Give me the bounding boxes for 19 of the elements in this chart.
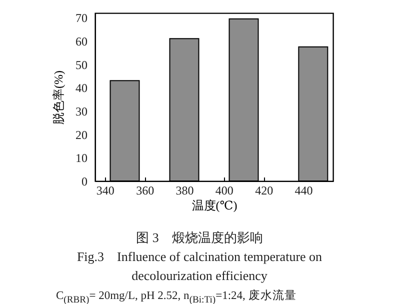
- x-tick-label: 360: [136, 184, 154, 198]
- y-tick-label: 50: [76, 58, 88, 72]
- caption: Fig.3 Influence of calcination temperature on decolourization efficiency: [76, 248, 324, 285]
- y-axis-title: 脱色率(%): [52, 70, 66, 124]
- y-tick-label: 20: [76, 128, 88, 142]
- y-tick-label: 70: [76, 11, 88, 26]
- x-tick-label: 340: [96, 184, 114, 198]
- y-tick-label: 0: [82, 174, 88, 188]
- y-tick-label: 60: [76, 34, 88, 48]
- x-tick-label: 380: [176, 184, 194, 198]
- x-tick-label: 420: [255, 184, 274, 198]
- x-axis-title: 温度(℃): [192, 198, 238, 212]
- y-tick-label: 10: [76, 151, 88, 166]
- y-tick-label: 40: [76, 81, 88, 96]
- caption: 图 3 煅烧温度的影响: [135, 229, 264, 247]
- x-tick-label: 440: [294, 184, 313, 198]
- text: C$_{(RBR)}$= 20mg/L, pH 2.52, n$_{(Bi:Ti)}$=1:24, 废水流量: [55, 288, 298, 304]
- x-tick-label: 400: [215, 184, 234, 198]
- y-tick-label: 30: [76, 104, 88, 118]
